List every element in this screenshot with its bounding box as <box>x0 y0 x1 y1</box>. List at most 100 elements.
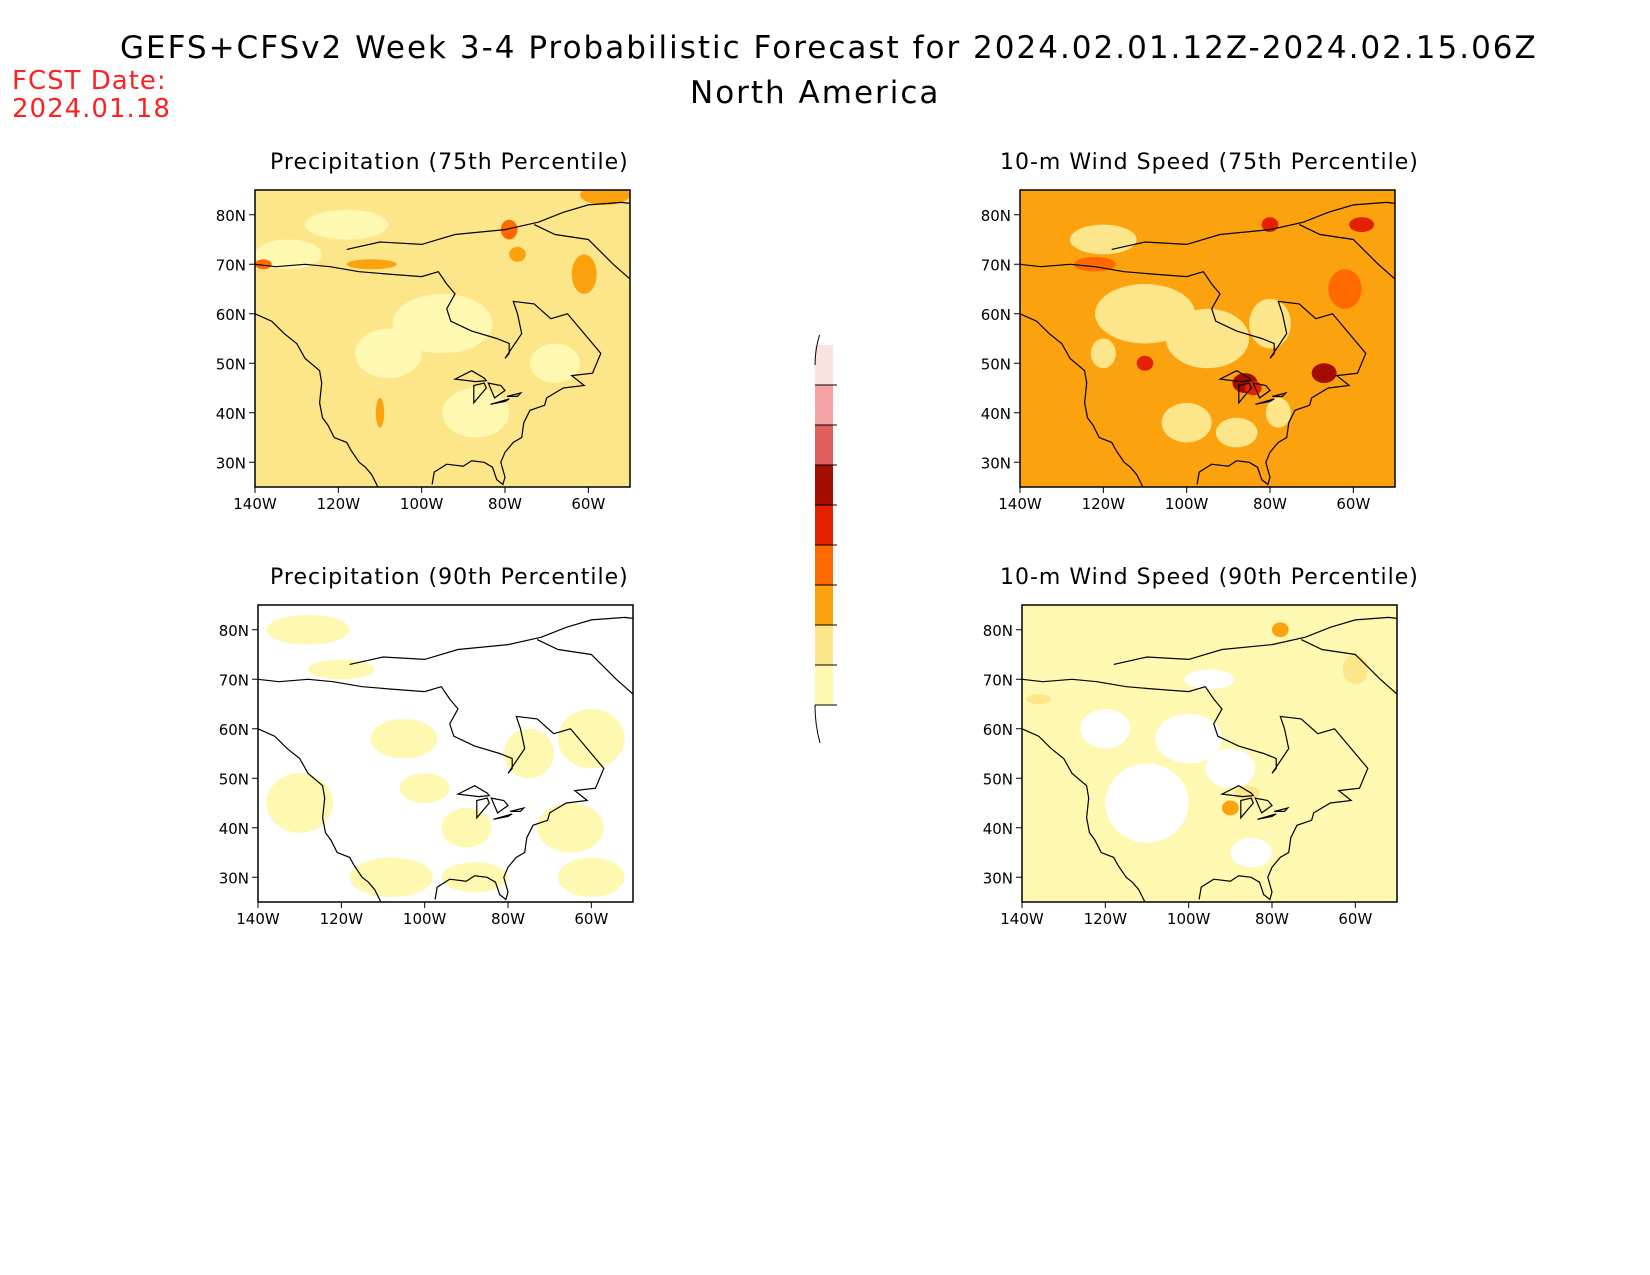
panel-title-wind75: 10-m Wind Speed (75th Percentile) <box>1000 150 1419 175</box>
great-lake <box>1273 806 1290 812</box>
contour-patch <box>1205 748 1256 789</box>
map-frame <box>1021 604 1398 903</box>
great-lake <box>476 797 490 820</box>
great-lake <box>509 806 526 812</box>
contour-patch <box>509 246 526 262</box>
contour-patch <box>346 259 397 270</box>
lat-tick-label: 50N <box>219 770 249 788</box>
lat-tick-label: 40N <box>219 820 249 838</box>
map-fill <box>255 190 630 487</box>
coastline <box>258 678 605 901</box>
lon-tick-label: 100W <box>400 495 444 513</box>
lon-tick-label: 80W <box>1255 910 1289 928</box>
region-title: North America <box>690 75 941 111</box>
contour-patch <box>308 659 375 680</box>
lat-tick-label: 60N <box>216 306 246 324</box>
lon-tick-label: 60W <box>574 910 608 928</box>
colorbar-svg: 102030405060708090 <box>814 304 858 744</box>
colorbar-segment <box>815 345 833 385</box>
coastline <box>1300 639 1397 695</box>
great-lake <box>1257 813 1277 820</box>
contour-patch <box>537 803 604 853</box>
great-lake <box>493 813 513 820</box>
map-wind75: 80N 70N 60N 50N 40N 30N 140W 120W 100W 80W 60W <box>975 185 1415 515</box>
lat-tick-label: 30N <box>983 869 1013 887</box>
great-lake <box>1255 398 1275 405</box>
coastlines <box>1022 616 1397 902</box>
lat-tick-label: 70N <box>219 671 249 689</box>
contour-patch <box>558 708 625 769</box>
coastlines <box>1020 201 1395 487</box>
coastlines <box>258 616 633 902</box>
map-wind75-svg: 80N 70N 60N 50N 40N 30N 140W 120W 100W 80W 60W <box>981 189 1396 513</box>
great-lake <box>506 391 523 397</box>
contour-patch <box>1080 708 1131 749</box>
contour-patch <box>1105 763 1189 843</box>
great-lake <box>1252 382 1271 399</box>
lon-tick-label: 60W <box>571 495 605 513</box>
lon-tick-label: 120W <box>320 910 364 928</box>
lon-tick-label: 100W <box>403 910 447 928</box>
coastline <box>1022 728 1146 902</box>
lon-tick-label: 60W <box>1338 910 1372 928</box>
great-lake <box>1240 797 1254 820</box>
coastline <box>1022 678 1369 901</box>
coastlines <box>255 201 630 487</box>
lat-tick-label: 50N <box>981 355 1011 373</box>
map-fill <box>1022 605 1397 902</box>
contour-patch <box>1272 622 1289 638</box>
contour-patch <box>255 239 322 270</box>
coastline <box>533 224 630 280</box>
coastline <box>1020 313 1144 487</box>
map-precip75: 80N 70N 60N 50N 40N 30N 140W 120W 100W 80W 60W <box>210 185 650 515</box>
panel-title-precip90: Precipitation (90th Percentile) <box>270 565 629 590</box>
lat-tick-label: 80N <box>981 207 1011 225</box>
contour-patch <box>500 219 518 240</box>
great-lake <box>455 785 491 798</box>
contour-patch <box>349 857 433 898</box>
contour-patch <box>1342 654 1368 685</box>
coastline <box>346 201 630 250</box>
lat-tick-label: 70N <box>983 671 1013 689</box>
great-lake <box>452 370 488 383</box>
lat-tick-label: 70N <box>981 256 1011 274</box>
colorbar: 102030405060708090 <box>770 304 858 749</box>
colorbar-segment <box>815 585 833 625</box>
great-lake <box>1254 797 1273 814</box>
colorbar-segment <box>815 625 833 665</box>
contour-patch <box>503 728 554 779</box>
colorbar-segment <box>815 465 833 505</box>
contour-patch <box>1222 800 1239 816</box>
contour-patch <box>1136 355 1154 371</box>
map-wind90-svg: 80N 70N 60N 50N 40N 30N 140W 120W 100W 80W 60W <box>983 604 1398 928</box>
great-lake <box>1271 391 1288 397</box>
great-lake <box>490 398 510 405</box>
lon-tick-label: 60W <box>1336 495 1370 513</box>
contour-patch <box>370 718 438 759</box>
contour-patch <box>1070 224 1137 255</box>
map-precip75-svg: 80N 70N 60N 50N 40N 30N 140W 120W 100W 80W 60W <box>216 189 631 513</box>
contour-patch <box>1165 308 1250 369</box>
colorbar-segment <box>815 425 833 465</box>
coastline <box>349 616 633 665</box>
lat-tick-label: 40N <box>983 820 1013 838</box>
coastline <box>1111 201 1395 250</box>
fcst-date-label: FCST Date: <box>12 66 167 96</box>
contour-patch <box>1090 338 1116 369</box>
colorbar-segment <box>815 505 833 545</box>
contour-patch <box>1026 694 1052 704</box>
great-lake <box>1217 370 1253 383</box>
contour-patch <box>558 857 625 898</box>
map-fill <box>258 605 633 902</box>
lat-tick-label: 60N <box>219 721 249 739</box>
map-precip90-svg: 80N 70N 60N 50N 40N 30N 140W 120W 100W 80W 60W <box>219 604 634 928</box>
great-lake <box>1219 785 1255 798</box>
contour-patch <box>1230 837 1272 868</box>
lat-tick-label: 60N <box>983 721 1013 739</box>
contour-patch <box>305 209 389 240</box>
contour-patch <box>1249 298 1291 349</box>
contour-patch <box>255 259 272 270</box>
lat-tick-label: 30N <box>981 454 1011 472</box>
coastline <box>536 639 633 695</box>
lat-tick-label: 80N <box>216 207 246 225</box>
